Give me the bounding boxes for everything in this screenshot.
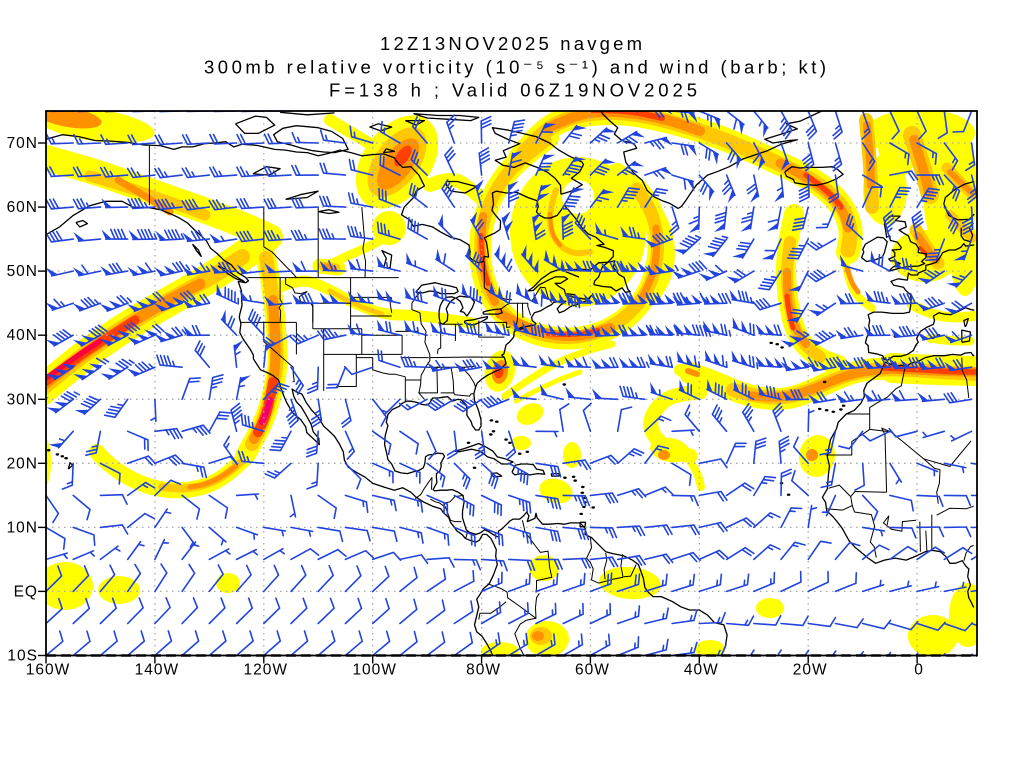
svg-text:40N: 40N [7,327,38,344]
svg-text:60N: 60N [7,199,38,216]
svg-text:300mb relative vorticity (10⁻⁵: 300mb relative vorticity (10⁻⁵ s⁻¹) and … [204,57,826,78]
svg-text:30N: 30N [7,391,38,408]
svg-text:40W: 40W [684,662,719,679]
svg-text:60W: 60W [575,662,610,679]
svg-text:160W: 160W [26,662,71,679]
svg-text:80W: 80W [466,662,501,679]
svg-text:120W: 120W [244,662,289,679]
svg-text:20W: 20W [793,662,828,679]
svg-text:100W: 100W [352,662,397,679]
svg-text:10N: 10N [7,519,38,536]
svg-text:20N: 20N [7,455,38,472]
svg-text:50N: 50N [7,263,38,280]
svg-text:10S: 10S [7,648,38,665]
svg-text:70N: 70N [7,135,38,152]
svg-text:0: 0 [914,662,924,679]
svg-text:140W: 140W [135,662,180,679]
svg-text:EQ: EQ [14,583,38,600]
